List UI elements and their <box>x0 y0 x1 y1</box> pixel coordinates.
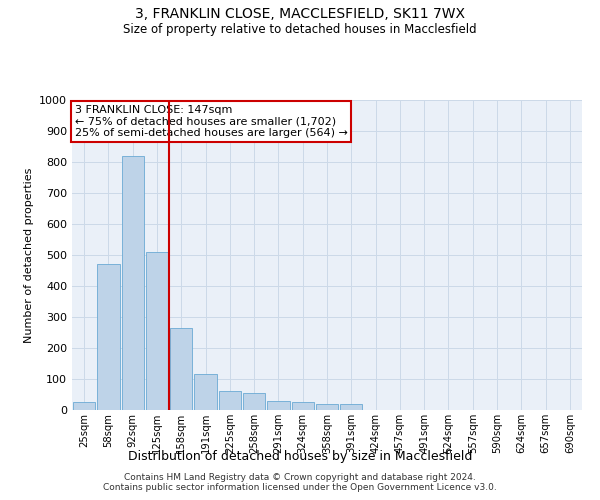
Bar <box>340 404 362 410</box>
Text: Distribution of detached houses by size in Macclesfield: Distribution of detached houses by size … <box>128 450 472 463</box>
Bar <box>243 393 265 410</box>
Bar <box>267 400 290 410</box>
Y-axis label: Number of detached properties: Number of detached properties <box>23 168 34 342</box>
Bar <box>146 252 168 410</box>
Text: Contains HM Land Registry data © Crown copyright and database right 2024.
Contai: Contains HM Land Registry data © Crown c… <box>103 473 497 492</box>
Bar <box>316 404 338 410</box>
Bar <box>73 402 95 410</box>
Bar <box>122 156 144 410</box>
Bar <box>194 374 217 410</box>
Text: 3 FRANKLIN CLOSE: 147sqm
← 75% of detached houses are smaller (1,702)
25% of sem: 3 FRANKLIN CLOSE: 147sqm ← 75% of detach… <box>74 104 347 138</box>
Bar <box>97 264 119 410</box>
Text: 3, FRANKLIN CLOSE, MACCLESFIELD, SK11 7WX: 3, FRANKLIN CLOSE, MACCLESFIELD, SK11 7W… <box>135 8 465 22</box>
Bar <box>218 392 241 410</box>
Text: Size of property relative to detached houses in Macclesfield: Size of property relative to detached ho… <box>123 22 477 36</box>
Bar <box>292 402 314 410</box>
Bar <box>170 328 193 410</box>
